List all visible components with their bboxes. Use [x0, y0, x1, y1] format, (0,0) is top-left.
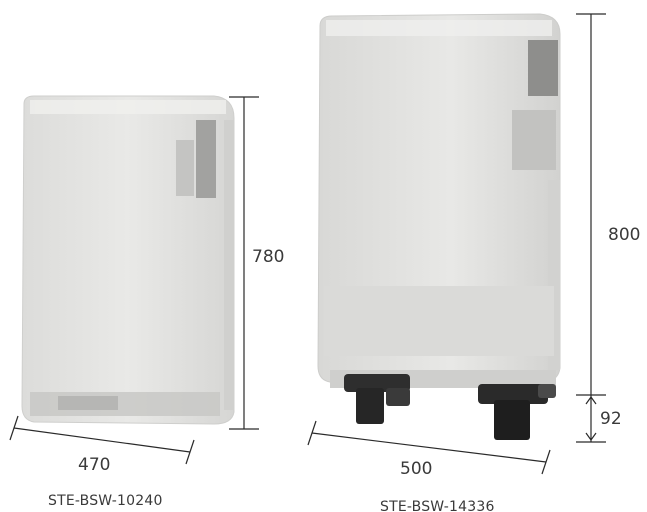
large-unit-side-panel-shade [512, 110, 556, 170]
large-width-tick-right [541, 449, 551, 475]
large-width-line [311, 432, 547, 463]
small-unit-width-dimension: 470 [9, 415, 195, 475]
small-width-tick-left [9, 415, 19, 441]
small-unit-base-dark [58, 396, 118, 410]
large-unit-top-highlight [326, 20, 552, 36]
small-unit-right-edge [224, 120, 234, 410]
large-unit-height-dimension: 800 92 [576, 13, 640, 443]
wheel-rear-left [386, 388, 410, 406]
wheel-front-right-hub [494, 400, 530, 440]
large-unit-width-dimension: 500 [307, 420, 551, 479]
large-unit-side-panel [528, 40, 558, 96]
wheel-front-right [478, 384, 548, 404]
large-height-arrow-up [585, 395, 597, 405]
small-height-label: 780 [252, 247, 284, 267]
wheel-front-left [344, 374, 410, 392]
small-unit-height-dimension: 780 [229, 96, 284, 430]
wheel-rear-right [538, 384, 556, 398]
large-width-tick-left [307, 420, 317, 446]
small-unit-side-panel [196, 120, 216, 198]
product-large-unit [317, 13, 561, 440]
large-unit-model-name: STE-BSW-14336 [380, 499, 495, 512]
wheel-front-left-hub [356, 388, 384, 424]
large-height-arrow-down [585, 432, 597, 442]
large-wheel-height-label: 92 [600, 409, 622, 429]
small-width-line [13, 427, 191, 453]
small-unit-model-name: STE-BSW-10240 [48, 493, 163, 509]
small-unit-top-highlight [30, 100, 226, 114]
small-unit-side-panel-shade [176, 140, 194, 196]
small-width-label: 470 [78, 455, 110, 475]
product-small-unit [21, 95, 235, 425]
large-unit-lower-band [324, 286, 554, 356]
small-width-tick-right [185, 439, 195, 465]
large-width-label: 500 [400, 459, 432, 479]
large-height-label: 800 [608, 225, 640, 245]
